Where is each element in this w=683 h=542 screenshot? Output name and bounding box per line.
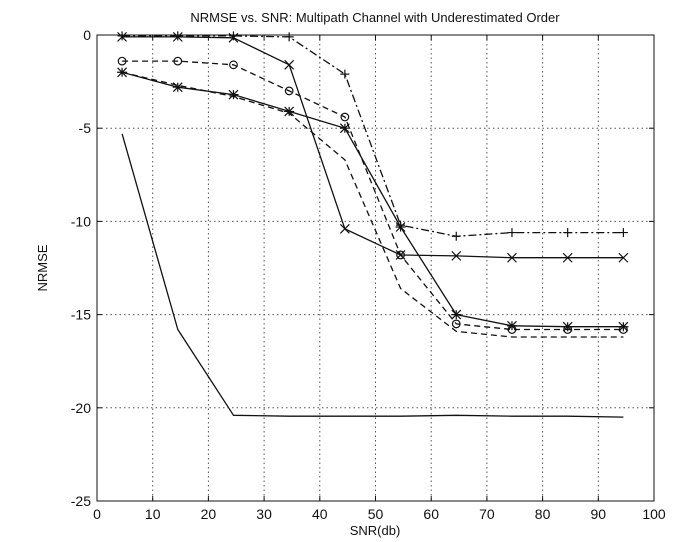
plus-marker [396,220,406,230]
circle-marker [618,325,628,334]
x-tick-label: 10 [145,506,161,522]
circle-marker [117,56,127,66]
x-marker [284,59,295,70]
series-line [121,133,624,418]
circle-marker [229,60,238,70]
plus-marker [451,231,461,241]
plus-marker [117,31,127,41]
plus-marker [228,31,238,41]
series-layer [117,31,629,418]
series-4 [117,31,628,241]
star-marker [117,67,128,78]
ticks: 0 10 20 30 40 50 60 70 80 90 100 0 -5 -10 -15 -20 -25 [71,27,666,522]
series-line [122,60,624,331]
circle-marker [451,319,461,329]
circle-marker [340,112,350,122]
plus-marker [563,228,573,238]
circle-marker [173,56,183,66]
star-marker [618,321,629,332]
plus-marker [173,31,183,41]
series-6 [121,71,624,338]
series-line [122,36,624,259]
y-tick-label: -25 [71,493,91,509]
x-tick-label: 70 [479,506,495,522]
x-axis-label: SNR(db) [350,523,401,538]
plus-marker [507,228,517,238]
circle-marker [563,325,573,334]
x-marker [507,252,517,263]
plus-marker [340,69,350,79]
x-marker [339,223,350,234]
star-marker [339,123,350,134]
x-marker [562,252,573,263]
y-tick-label: -10 [71,213,91,229]
x-tick-label: 50 [368,506,384,522]
x-tick-label: 90 [591,506,607,522]
y-tick-label: -5 [79,120,92,136]
x-tick-label: 0 [93,506,101,522]
x-marker [451,250,462,261]
x-marker [618,252,629,263]
x-tick-label: 80 [535,506,551,522]
circle-marker [507,325,517,334]
y-tick-label: -20 [71,400,91,416]
series-line [122,35,624,237]
star-marker [451,309,462,320]
y-tick-label: 0 [83,27,91,43]
grid [97,35,654,501]
star-marker [284,106,295,117]
plus-marker [284,32,294,42]
plus-marker [618,228,628,238]
series-line [121,71,624,338]
y-axis-label: NRMSE [35,244,50,291]
circle-marker [396,250,405,260]
star-marker [172,82,183,93]
x-tick-label: 40 [312,506,328,522]
x-tick-label: 30 [256,506,272,522]
x-tick-label: 60 [423,506,439,522]
star-marker [228,89,239,100]
x-tick-label: 20 [201,506,217,522]
chart-title: NRMSE vs. SNR: Multipath Channel with Un… [190,10,560,25]
series-1 [121,133,624,418]
y-tick-label: -15 [71,307,91,323]
series-5 [117,56,628,334]
circle-marker [284,86,294,96]
star-marker [562,321,573,332]
x-tick-label: 100 [642,506,666,522]
